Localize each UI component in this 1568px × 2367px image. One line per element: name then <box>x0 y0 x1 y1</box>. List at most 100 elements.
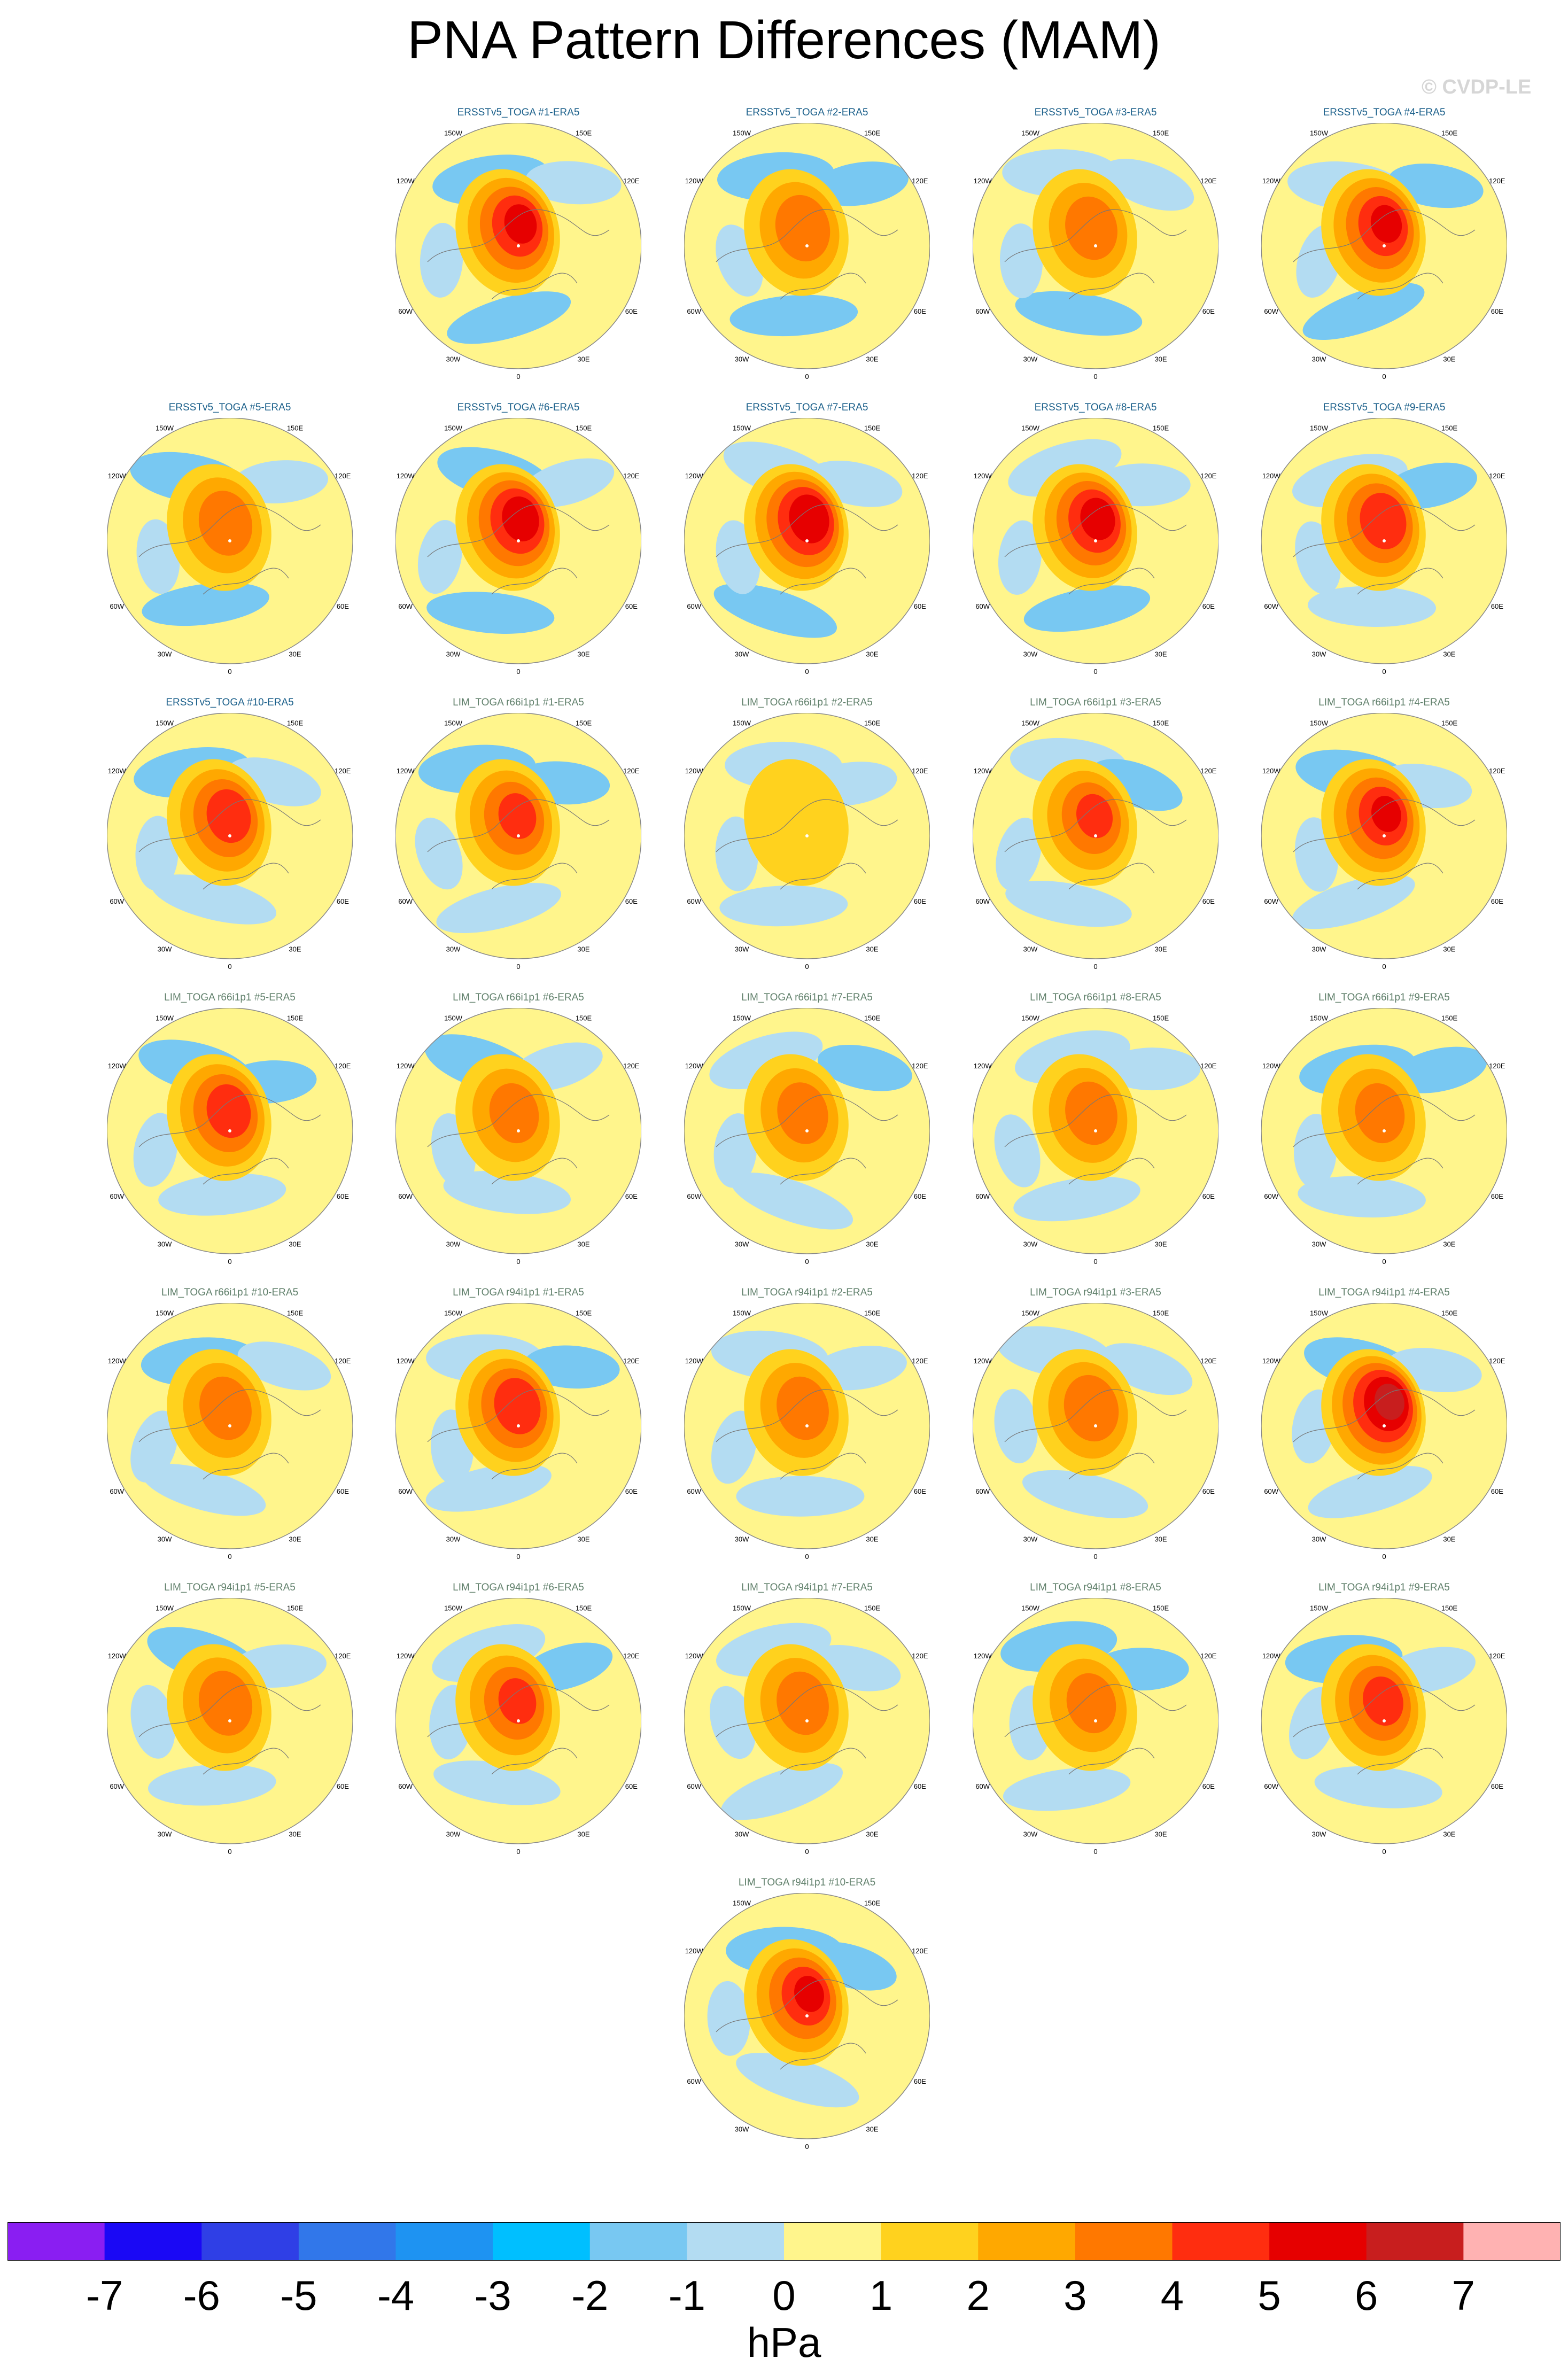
panel-title: LIM_TOGA r66i1p1 #2-ERA5 <box>663 697 951 709</box>
longitude-label: 120E <box>335 1652 351 1660</box>
colorbar-swatch <box>1269 2222 1367 2261</box>
polar-map: 180150E120E90E60E30E030W60W90W120W150W <box>395 123 641 379</box>
longitude-label: 0 <box>805 372 809 379</box>
longitude-label: 120E <box>1489 1357 1505 1365</box>
longitude-label: 150W <box>156 1014 174 1022</box>
pole-marker <box>805 1424 809 1427</box>
colorbar-tick-label: -4 <box>377 2271 414 2320</box>
pole-marker <box>228 1129 231 1132</box>
map-panel: ERSSTv5_TOGA #4-ERA5180150E120E90E60E30E… <box>1240 107 1528 395</box>
panel-title: LIM_TOGA r94i1p1 #7-ERA5 <box>663 1582 951 1594</box>
longitude-label: 120E <box>1489 177 1505 185</box>
longitude-label: 30W <box>1312 1240 1326 1248</box>
longitude-label: 30E <box>289 1240 301 1248</box>
longitude-label: 60W <box>687 1782 701 1790</box>
longitude-label: 150W <box>1021 1604 1040 1612</box>
longitude-label: 150W <box>1021 1014 1040 1022</box>
longitude-label: 120E <box>623 1357 640 1365</box>
colorbar-tick-label: -6 <box>183 2271 220 2320</box>
longitude-label: 120E <box>335 1062 351 1070</box>
longitude-label: 60W <box>110 1192 124 1200</box>
longitude-label: 30E <box>1443 945 1455 953</box>
colorbar-swatch <box>1173 2222 1270 2261</box>
longitude-label: 30W <box>1312 650 1326 658</box>
longitude-label: 0 <box>516 1553 520 1559</box>
map-panel: ERSSTv5_TOGA #6-ERA5180150E120E90E60E30E… <box>374 402 663 690</box>
longitude-label: 150E <box>864 1899 881 1907</box>
longitude-label: 30W <box>446 1240 461 1248</box>
longitude-label: 30W <box>158 1535 172 1543</box>
longitude-label: 120E <box>1489 1652 1505 1660</box>
longitude-label: 150W <box>1310 129 1329 137</box>
longitude-label: 0 <box>805 668 809 674</box>
map-panel: LIM_TOGA r66i1p1 #3-ERA5180150E120E90E60… <box>951 697 1240 985</box>
longitude-label: 150W <box>444 1014 463 1022</box>
panel-title: LIM_TOGA r94i1p1 #9-ERA5 <box>1240 1582 1528 1594</box>
longitude-label: 150W <box>1310 719 1329 727</box>
longitude-label: 120W <box>108 767 127 775</box>
longitude-label: 150W <box>733 1014 751 1022</box>
map-panel: LIM_TOGA r94i1p1 #3-ERA5180150E120E90E60… <box>951 1287 1240 1576</box>
longitude-label: 120W <box>1262 1652 1281 1660</box>
longitude-label: 0 <box>228 668 231 674</box>
longitude-label: 0 <box>228 1258 231 1264</box>
longitude-label: 60E <box>625 602 638 610</box>
pole-marker <box>1094 834 1097 837</box>
longitude-label: 60W <box>398 897 413 905</box>
pole-marker <box>517 1129 520 1132</box>
longitude-label: 150E <box>576 424 592 432</box>
panel-title: LIM_TOGA r94i1p1 #4-ERA5 <box>1240 1287 1528 1299</box>
longitude-label: 30E <box>866 1830 878 1838</box>
longitude-label: 120W <box>685 177 704 185</box>
colorbar-swatch <box>396 2222 493 2261</box>
longitude-label: 30E <box>577 355 589 363</box>
map-panel: ERSSTv5_TOGA #9-ERA5180150E120E90E60E30E… <box>1240 402 1528 690</box>
longitude-label: 60W <box>1264 602 1278 610</box>
panel-title: LIM_TOGA r94i1p1 #2-ERA5 <box>663 1287 951 1299</box>
pole-marker <box>228 1424 231 1427</box>
polar-map: 180150E120E90E60E30E030W60W90W120W150W <box>1261 1303 1507 1559</box>
longitude-label: 30E <box>577 1535 589 1543</box>
longitude-label: 60W <box>398 307 413 315</box>
polar-map: 180150E120E90E60E30E030W60W90W120W150W <box>395 1598 641 1854</box>
longitude-label: 150W <box>156 424 174 432</box>
longitude-label: 150E <box>864 1014 881 1022</box>
longitude-label: 150W <box>1310 1309 1329 1317</box>
longitude-label: 120E <box>912 177 928 185</box>
longitude-label: 150E <box>1153 1309 1169 1317</box>
longitude-label: 60W <box>975 307 990 315</box>
longitude-label: 60W <box>398 1782 413 1790</box>
longitude-label: 120W <box>397 767 415 775</box>
pole-marker <box>1383 244 1386 247</box>
longitude-label: 150E <box>576 719 592 727</box>
longitude-label: 30W <box>446 650 461 658</box>
pole-marker <box>1383 1424 1386 1427</box>
longitude-label: 0 <box>805 963 809 969</box>
longitude-label: 120W <box>974 177 992 185</box>
panel-title: LIM_TOGA r66i1p1 #1-ERA5 <box>374 697 663 709</box>
pole-marker <box>1383 1719 1386 1722</box>
map-panel: LIM_TOGA r94i1p1 #6-ERA5180150E120E90E60… <box>374 1582 663 1871</box>
longitude-label: 150W <box>156 719 174 727</box>
pole-marker <box>1094 244 1097 247</box>
longitude-label: 60E <box>914 1487 926 1495</box>
map-panel: ERSSTv5_TOGA #3-ERA5180150E120E90E60E30E… <box>951 107 1240 395</box>
longitude-label: 30E <box>1443 1240 1455 1248</box>
longitude-label: 60E <box>914 1782 926 1790</box>
colorbar-tick-label: 4 <box>1161 2271 1184 2320</box>
panel-title: ERSSTv5_TOGA #4-ERA5 <box>1240 107 1528 119</box>
longitude-label: 60W <box>110 1782 124 1790</box>
longitude-label: 150E <box>1153 1604 1169 1612</box>
colorbar-swatch <box>1463 2222 1561 2261</box>
longitude-label: 30E <box>1154 1535 1167 1543</box>
pole-marker <box>805 1129 809 1132</box>
pole-marker <box>1383 834 1386 837</box>
longitude-label: 150E <box>864 424 881 432</box>
longitude-label: 0 <box>516 1848 520 1854</box>
longitude-label: 0 <box>228 1848 231 1854</box>
longitude-label: 60E <box>1202 1192 1215 1200</box>
longitude-label: 150E <box>287 1604 304 1612</box>
longitude-label: 150W <box>733 129 751 137</box>
longitude-label: 0 <box>1382 963 1386 969</box>
pole-marker <box>517 1719 520 1722</box>
